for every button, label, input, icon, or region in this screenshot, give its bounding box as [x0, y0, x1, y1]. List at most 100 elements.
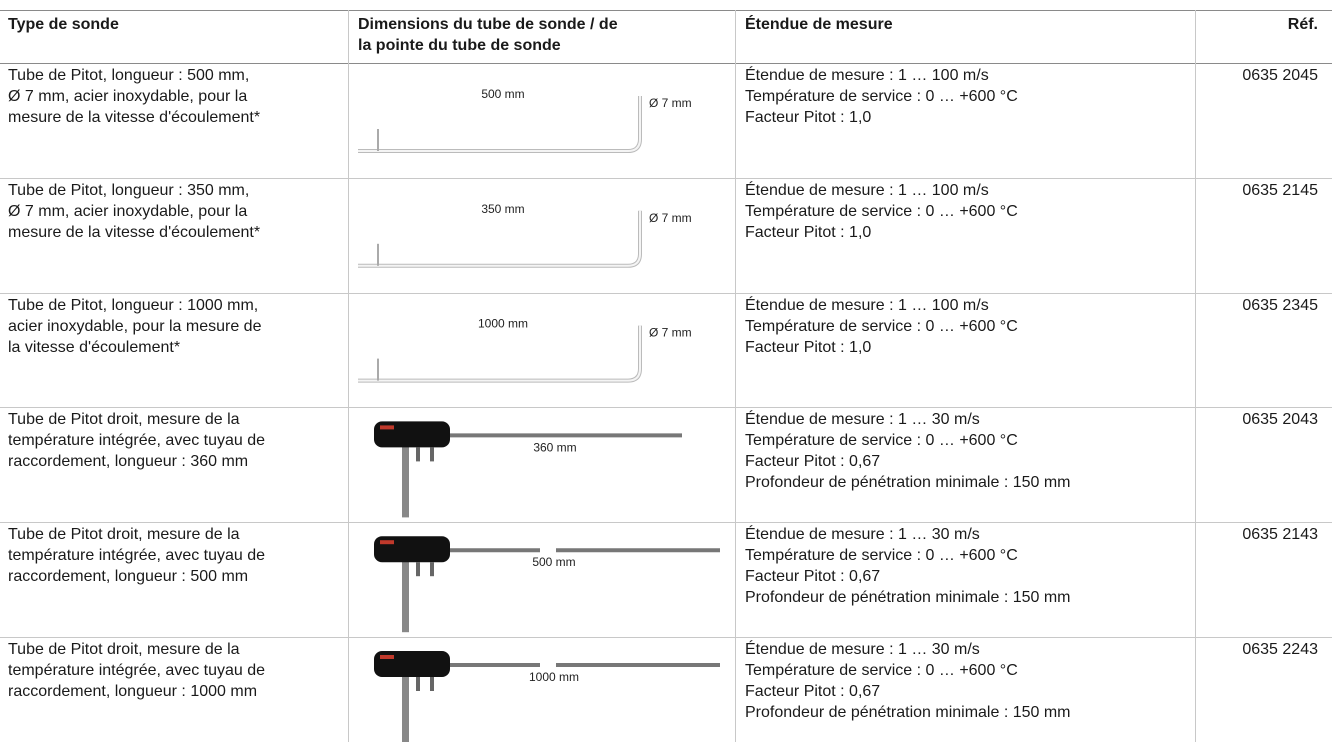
text-line: la vitesse d'écoulement* [8, 338, 181, 356]
text-line: la pointe du tube de sonde [358, 37, 561, 54]
connector [416, 562, 420, 577]
text-line: Tube de Pitot droit, mesure de la [8, 411, 240, 429]
rule [0, 522, 1332, 523]
text-line: Type de sonde [8, 16, 119, 33]
text-line: Tube de Pitot, longueur : 500 mm, [8, 67, 250, 84]
measuring-range: Étendue de mesure : 1 … 30 m/s Températur… [745, 639, 1071, 723]
column-rule [348, 10, 349, 742]
handle [374, 421, 450, 448]
diameter-label: Ø 7 mm [649, 96, 692, 110]
length-label: 360 mm [533, 440, 576, 454]
pitot-tube-inner [358, 210, 641, 267]
text-line: Étendue de mesure : 1 … 30 m/s [745, 641, 980, 658]
text-line: mesure de la vitesse d'écoulement* [8, 223, 261, 241]
rule [0, 63, 1332, 64]
text-line: Profondeur de pénétration minimale : 150… [745, 474, 1071, 492]
probe-type: Tube de Pitot, longueur : 500 mm, Ø 7 mm,… [8, 65, 260, 128]
measuring-range: Étendue de mesure : 1 … 100 m/s Températu… [745, 295, 1018, 358]
pitot-tube-inner [358, 96, 641, 152]
text-line: Étendue de mesure : 1 … 100 m/s [745, 181, 989, 199]
text-line: Tube de Pitot, longueur : 350 mm, [8, 181, 250, 199]
text-line: Température de service : 0 … +600 °C [745, 432, 1018, 450]
header-cell: Étendue de mesure [745, 14, 893, 35]
length-label: 1000 mm [478, 317, 528, 331]
probe-type: Tube de Pitot droit, mesure de la tempéra… [8, 639, 265, 702]
length-label: 1000 mm [529, 670, 579, 684]
pitot-tube-inner [358, 325, 641, 382]
probe-type: Tube de Pitot, longueur : 1000 mm, acier … [8, 295, 261, 358]
text-line: Ø 7 mm, acier inoxydable, pour la [8, 202, 248, 220]
text-line: raccordement, longueur : 500 mm [8, 568, 249, 586]
header-cell: Réf. [1287, 16, 1318, 33]
reference: 0635 2143 [1242, 526, 1318, 544]
text-line: Température de service : 0 … +600 °C [745, 317, 1018, 335]
text-line: Dimensions du tube de sonde / de [358, 16, 618, 33]
text-line: Étendue de mesure : 1 … 30 m/s [745, 411, 980, 429]
rule [0, 178, 1332, 179]
probe-type: Tube de Pitot droit, mesure de la tempéra… [8, 409, 265, 472]
reference: 0635 2045 [1242, 67, 1318, 84]
hose [402, 445, 409, 518]
rule [0, 10, 1332, 11]
length-label: 350 mm [481, 202, 524, 216]
text-line: Étendue de mesure : 1 … 30 m/s [745, 526, 980, 544]
text-line: Facteur Pitot : 1,0 [745, 109, 872, 126]
text-line: Étendue de mesure [745, 16, 893, 33]
handle [374, 536, 450, 563]
column-rule [735, 10, 736, 742]
rule [0, 293, 1332, 294]
connector [430, 562, 434, 577]
text-line: Facteur Pitot : 0,67 [745, 683, 881, 700]
text-line: Profondeur de pénétration minimale : 150… [745, 589, 1071, 607]
text-line: Température de service : 0 … +600 °C [745, 88, 1018, 105]
handle-label [380, 540, 394, 545]
text-line: Température de service : 0 … +600 °C [745, 662, 1018, 679]
probe-type: Tube de Pitot, longueur : 350 mm, Ø 7 mm,… [8, 180, 260, 243]
length-label: 500 mm [481, 87, 524, 101]
probe-type: Tube de Pitot droit, mesure de la tempéra… [8, 524, 265, 587]
rule [0, 637, 1332, 638]
text-line: température intégrée, avec tuyau de [8, 547, 266, 565]
handle-label [380, 655, 394, 659]
text-line: raccordement, longueur : 360 mm [8, 453, 249, 471]
measuring-range: Étendue de mesure : 1 … 30 m/s Températur… [745, 524, 1071, 608]
reference: 0635 2243 [1242, 641, 1318, 658]
connector [430, 447, 434, 462]
rule [0, 407, 1332, 408]
length-label: 500 mm [532, 555, 575, 569]
connector [416, 447, 420, 462]
text-line: Profondeur de pénétration minimale : 150… [745, 704, 1071, 721]
measuring-range: Étendue de mesure : 1 … 100 m/s Températu… [745, 180, 1018, 243]
hose [402, 560, 409, 633]
header-cell: Dimensions du tube de sonde / de la point… [358, 14, 618, 56]
header-cell: Type de sonde [8, 14, 119, 35]
connector [430, 677, 434, 691]
text-line: mesure de la vitesse d'écoulement* [8, 109, 261, 126]
reference: 0635 2345 [1242, 296, 1318, 314]
text-line: Ø 7 mm, acier inoxydable, pour la [8, 88, 248, 105]
text-line: raccordement, longueur : 1000 mm [8, 683, 258, 700]
diameter-label: Ø 7 mm [649, 211, 692, 225]
text-line: Tube de Pitot, longueur : 1000 mm, [8, 296, 259, 314]
text-line: Température de service : 0 … +600 °C [745, 202, 1018, 220]
measuring-range: Étendue de mesure : 1 … 100 m/s Températu… [745, 65, 1018, 128]
text-line: Facteur Pitot : 1,0 [745, 223, 872, 241]
text-line: Étendue de mesure : 1 … 100 m/s [745, 67, 989, 84]
text-line: Facteur Pitot : 0,67 [745, 453, 881, 471]
connector [416, 677, 420, 691]
handle [374, 651, 450, 677]
pitot-tube [358, 96, 642, 153]
text-line: acier inoxydable, pour la mesure de [8, 317, 262, 335]
pitot-tube [358, 325, 642, 383]
handle-label [380, 425, 394, 430]
text-line: Facteur Pitot : 1,0 [745, 338, 872, 356]
text-line: température intégrée, avec tuyau de [8, 662, 266, 679]
text-line: température intégrée, avec tuyau de [8, 432, 266, 450]
reference: 0635 2043 [1242, 411, 1318, 429]
text-line: Étendue de mesure : 1 … 100 m/s [745, 296, 989, 314]
text-line: Température de service : 0 … +600 °C [745, 547, 1018, 565]
text-line: Facteur Pitot : 0,67 [745, 568, 881, 586]
measuring-range: Étendue de mesure : 1 … 30 m/s Températur… [745, 409, 1071, 493]
